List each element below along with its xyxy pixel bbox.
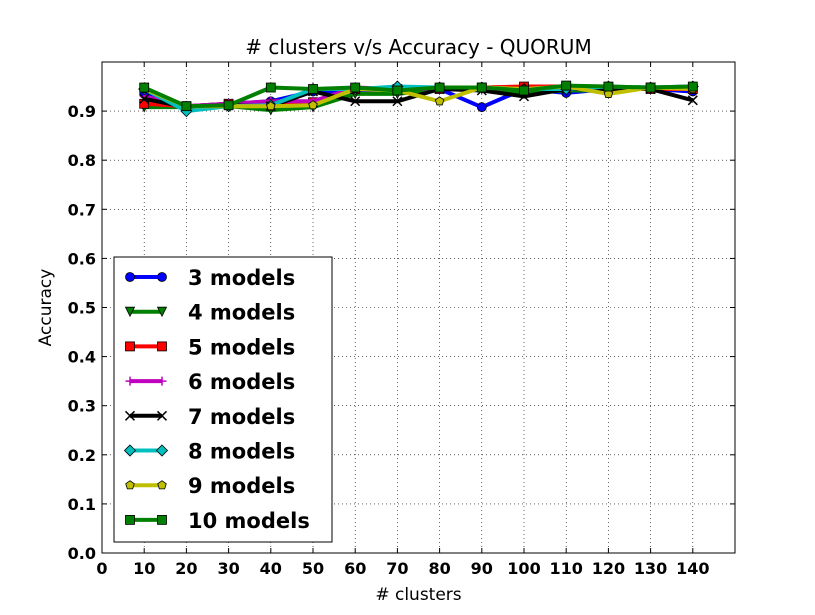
data-point-10-models xyxy=(645,82,656,93)
legend-box xyxy=(113,256,333,543)
legend-entry-10-models: 10 models xyxy=(125,509,310,533)
legend-entry-4-models: 4 models xyxy=(124,301,295,325)
legend-marker-start xyxy=(125,376,135,386)
x-axis-label: # clusters xyxy=(375,585,461,605)
x-tick-label: 100 xyxy=(507,559,540,578)
y-tick-label: 0.2 xyxy=(68,446,96,465)
data-point-10-models xyxy=(392,85,403,96)
x-tick-label: 120 xyxy=(592,559,625,578)
legend-marker-end xyxy=(157,515,167,525)
data-point-10-models xyxy=(476,82,487,93)
legend-entry-6-models: 6 models xyxy=(125,370,295,394)
legend-label: 6 models xyxy=(188,370,295,394)
data-point-7-models xyxy=(350,96,361,107)
data-point-10-models xyxy=(139,82,150,93)
legend-marker-start xyxy=(123,444,137,457)
x-tick-label: 50 xyxy=(302,559,324,578)
legend-marker-end xyxy=(156,410,168,421)
legend-entry-8-models: 8 models xyxy=(123,440,295,464)
legend-marker-start xyxy=(125,272,135,282)
legend-marker-end xyxy=(157,480,167,490)
data-point-9-models xyxy=(266,101,276,111)
data-point-10-models xyxy=(434,82,445,93)
legend-marker-end xyxy=(156,306,168,318)
data-point-10-models xyxy=(181,101,192,112)
legend-entry-7-models: 7 models xyxy=(124,405,295,429)
x-tick-label: 40 xyxy=(260,559,282,578)
series-lines xyxy=(138,80,699,118)
grid xyxy=(102,62,735,553)
legend-label: 4 models xyxy=(188,301,295,325)
legend-label: 8 models xyxy=(188,440,295,464)
data-point-7-models xyxy=(687,95,698,106)
data-point-10-models xyxy=(519,85,529,96)
y-tick-label: 0.4 xyxy=(68,348,96,367)
series-line-9-models xyxy=(143,84,693,109)
legend-label: 7 models xyxy=(188,405,295,429)
x-tick-label: 70 xyxy=(386,559,408,578)
legend-entry-9-models: 9 models xyxy=(125,474,295,498)
x-tick-label: 0 xyxy=(96,559,107,578)
data-point-7-models xyxy=(139,93,150,104)
legend-marker-end xyxy=(157,341,167,352)
data-point-9-models xyxy=(308,100,318,110)
data-point-10-models xyxy=(687,81,698,92)
legend-marker-end xyxy=(157,272,167,282)
legend-marker-end xyxy=(155,444,169,457)
legend-marker-start xyxy=(124,306,136,318)
legend-marker-start xyxy=(125,515,135,525)
legend-label: 5 models xyxy=(188,335,295,359)
legend-label: 9 models xyxy=(188,474,295,498)
legend-entry-5-models: 5 models xyxy=(125,335,295,359)
y-tick-label: 0.7 xyxy=(68,200,96,219)
legend-marker-start xyxy=(125,341,135,352)
legend-label: 10 models xyxy=(188,509,310,533)
axis-ticks: 0 10 20 30 40 50 60 70 80 90 100 110 120 130 140 0.0 0.1… xyxy=(68,62,735,578)
legend: 3 models 4 models 5 models 6 models 7 models… xyxy=(113,256,333,543)
data-point-10-models xyxy=(350,82,361,93)
y-tick-label: 0.5 xyxy=(68,299,96,318)
legend-marker-start xyxy=(124,410,136,421)
y-tick-label: 0.0 xyxy=(68,544,96,563)
y-tick-label: 0.1 xyxy=(68,495,96,514)
data-point-10-models xyxy=(265,82,276,93)
data-point-10-models xyxy=(561,80,572,91)
data-point-9-models xyxy=(434,96,445,106)
data-point-10-models xyxy=(603,81,614,92)
data-point-7-models xyxy=(392,96,403,107)
x-tick-label: 90 xyxy=(471,559,493,578)
y-axis-label: Accuracy xyxy=(36,269,56,347)
x-tick-label: 20 xyxy=(175,559,197,578)
x-tick-label: 110 xyxy=(549,559,582,578)
data-point-10-models xyxy=(308,84,318,94)
legend-entry-3-models: 3 models xyxy=(125,266,295,290)
chart-title: # clusters v/s Accuracy - QUORUM xyxy=(245,35,591,59)
data-point-3-models xyxy=(476,102,487,113)
x-tick-label: 130 xyxy=(634,559,667,578)
x-tick-label: 80 xyxy=(428,559,450,578)
y-tick-label: 0.8 xyxy=(68,151,96,170)
series-line-10-models xyxy=(143,83,693,109)
legend-label: 3 models xyxy=(188,266,295,290)
y-tick-label: 0.6 xyxy=(68,249,96,268)
data-point-10-models xyxy=(223,100,234,111)
x-tick-label: 140 xyxy=(676,559,709,578)
x-tick-label: 60 xyxy=(344,559,366,578)
y-tick-label: 0.9 xyxy=(68,102,96,121)
legend-marker-end xyxy=(157,376,167,386)
x-tick-label: 30 xyxy=(217,559,239,578)
series-10-models xyxy=(139,80,698,112)
x-tick-label: 10 xyxy=(133,559,155,578)
y-tick-label: 0.3 xyxy=(68,397,96,416)
legend-marker-start xyxy=(125,480,135,490)
